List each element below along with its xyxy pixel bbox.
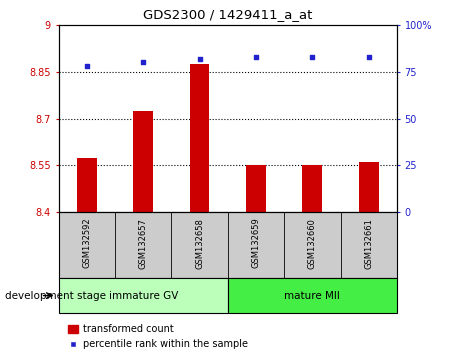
Text: GSM132658: GSM132658 — [195, 218, 204, 269]
Point — [253, 54, 260, 59]
Text: GSM132660: GSM132660 — [308, 218, 317, 269]
Text: development stage: development stage — [5, 291, 106, 301]
Point — [365, 54, 373, 59]
Title: GDS2300 / 1429411_a_at: GDS2300 / 1429411_a_at — [143, 8, 313, 21]
Bar — [190, 64, 209, 212]
Text: GSM132592: GSM132592 — [83, 218, 91, 268]
Text: immature GV: immature GV — [109, 291, 178, 301]
Bar — [359, 162, 378, 212]
Point — [140, 59, 147, 65]
Text: GSM132659: GSM132659 — [252, 218, 260, 268]
Bar — [303, 165, 322, 212]
Bar — [246, 165, 266, 212]
Bar — [228, 278, 397, 313]
Text: mature MII: mature MII — [285, 291, 340, 301]
Point — [83, 63, 90, 69]
Text: GSM132657: GSM132657 — [139, 218, 147, 269]
Legend: transformed count, percentile rank within the sample: transformed count, percentile rank withi… — [68, 324, 248, 349]
Point — [308, 54, 316, 59]
Bar — [133, 111, 153, 212]
Bar — [77, 158, 97, 212]
Point — [196, 56, 203, 61]
Text: GSM132661: GSM132661 — [364, 218, 373, 269]
Bar — [59, 278, 228, 313]
